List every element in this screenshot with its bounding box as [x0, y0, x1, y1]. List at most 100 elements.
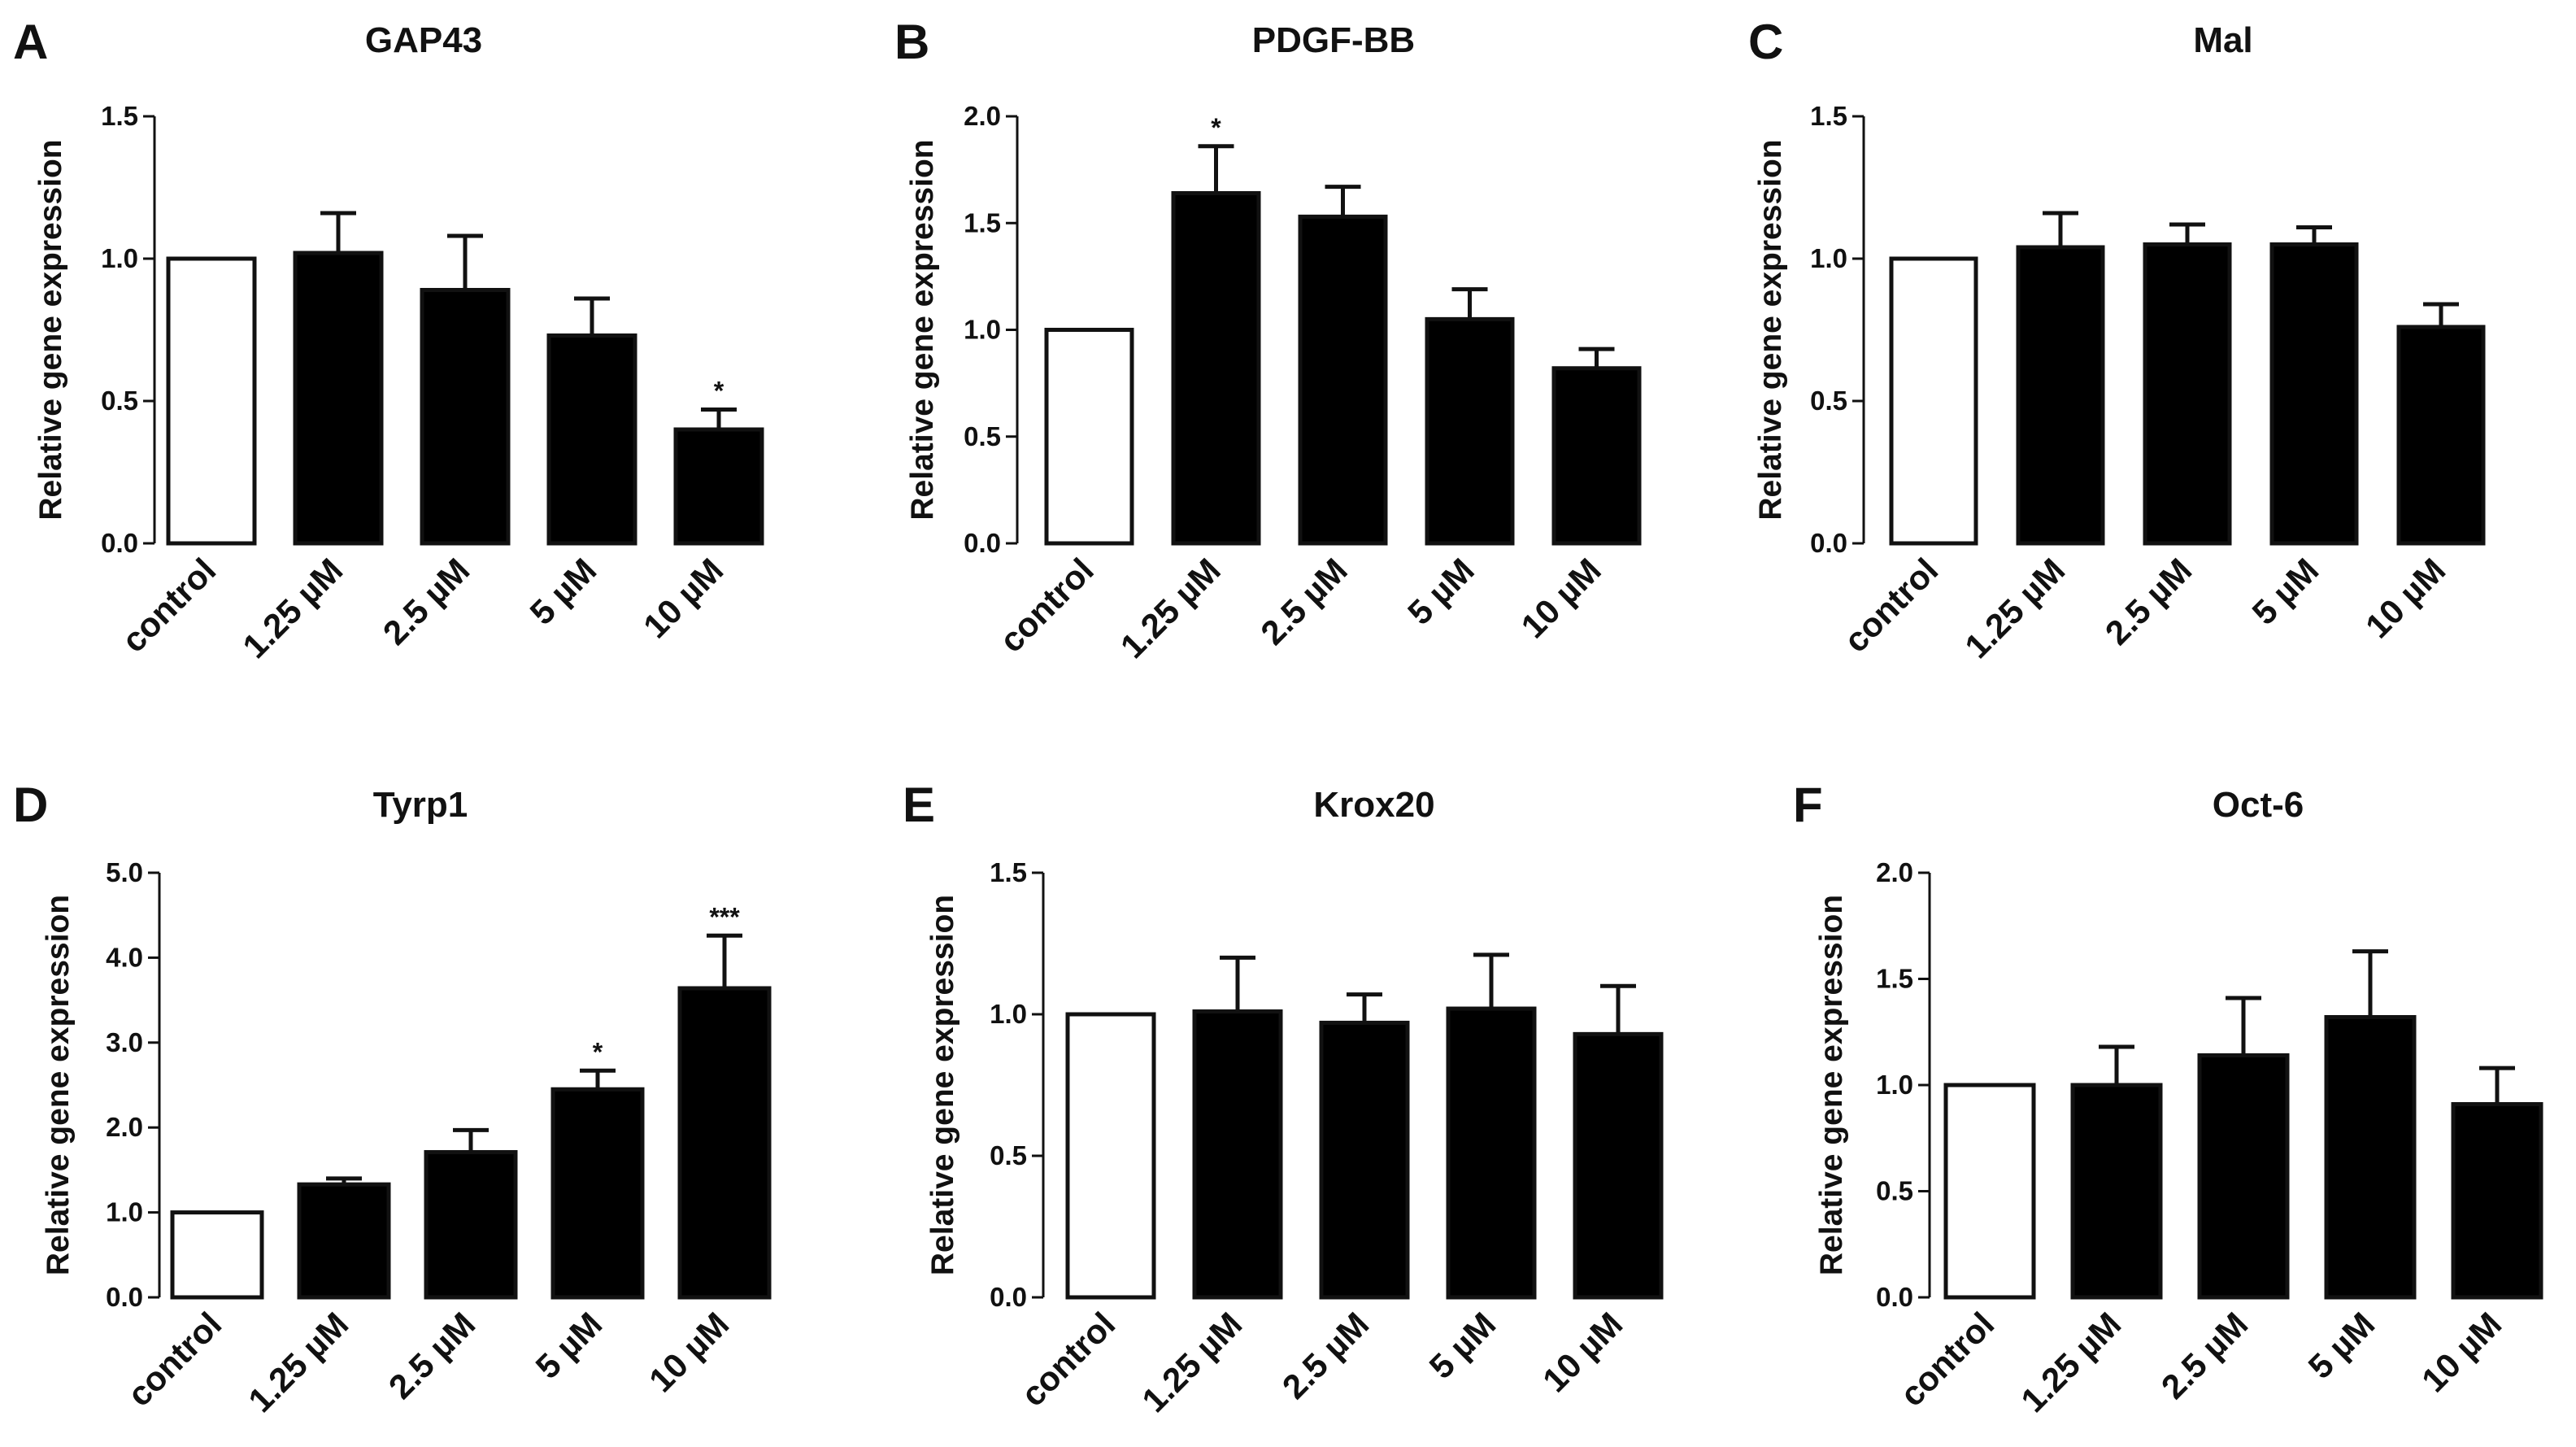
- panel-letter: D: [13, 778, 48, 832]
- x-tick-label: 5 µM: [2245, 551, 2326, 632]
- bar-treatment: [2451, 1101, 2543, 1300]
- y-tick-label: 0.5: [964, 421, 1001, 451]
- chart-title: GAP43: [365, 20, 482, 60]
- chart-title: Oct-6: [2213, 785, 2304, 825]
- bar-treatment: [2269, 242, 2359, 546]
- y-tick-label: 1.5: [990, 857, 1027, 887]
- bar-treatment: [1425, 316, 1515, 546]
- panel-c: C Mal Relative gene expression 0.0 0.5 1.0 1.5…: [1748, 15, 2486, 665]
- x-tick-label: control: [1892, 1305, 2001, 1414]
- y-tick-label: 2.0: [964, 101, 1001, 131]
- panel-letter: F: [1793, 778, 1823, 832]
- x-tick-label: 2.5 µM: [376, 551, 477, 652]
- y-tick-label: 1.0: [964, 315, 1001, 345]
- bar-treatment: [1446, 1006, 1537, 1300]
- bar-treatment: [550, 1087, 645, 1300]
- panel-e: E Krox20 Relative gene expression 0.0 0.5 1.0…: [903, 778, 1664, 1419]
- panel-b: B PDGF-BB Relative gene expression 0.0 0.5 1.…: [894, 15, 1642, 665]
- x-tick-label: control: [120, 1305, 228, 1414]
- panel-letter: B: [894, 15, 929, 69]
- bar-treatment: [2197, 1053, 2290, 1300]
- y-tick-label: 0.5: [1810, 386, 1847, 416]
- panel-letter: A: [13, 15, 48, 69]
- x-tick-label: 5 µM: [2301, 1305, 2382, 1386]
- significance-marker: *: [1211, 113, 1221, 142]
- y-tick-label: 1.5: [1810, 101, 1847, 131]
- x-tick-label: 10 µM: [642, 1305, 736, 1399]
- chart-title: Krox20: [1313, 785, 1434, 825]
- x-tick-label: control: [1836, 551, 1945, 660]
- y-tick-label: 0.0: [964, 528, 1001, 558]
- x-tick-label: control: [114, 551, 223, 660]
- panel-letter: E: [903, 778, 935, 832]
- y-tick-label: 0.0: [1810, 528, 1847, 558]
- bar-treatment: [2324, 1014, 2417, 1300]
- y-tick-label: 2.0: [106, 1112, 143, 1142]
- x-tick-label: 1.25 µM: [1134, 1305, 1249, 1419]
- x-tick-label: 5 µM: [1400, 551, 1482, 632]
- y-tick-label: 0.0: [990, 1282, 1027, 1312]
- y-tick-label: 0.5: [990, 1140, 1027, 1170]
- bar-treatment: [2143, 242, 2232, 546]
- x-tick-label: 10 µM: [636, 551, 730, 645]
- y-tick-label: 1.0: [101, 243, 138, 273]
- y-axis-label: Relative gene expression: [41, 895, 76, 1275]
- bar-treatment: [1319, 1020, 1410, 1300]
- panel-letter: C: [1748, 15, 1783, 69]
- bar-treatment: [1551, 366, 1642, 546]
- y-tick-label: 1.5: [964, 207, 1001, 238]
- significance-marker: *: [593, 1037, 603, 1066]
- panel-a: A GAP43 Relative gene expression 0.0 0.5 1.0 1…: [13, 15, 764, 665]
- x-tick-label: 1.25 µM: [235, 551, 350, 665]
- bar-treatment: [420, 288, 511, 546]
- x-tick-label: 1.25 µM: [1113, 551, 1228, 665]
- x-tick-label: 1.25 µM: [241, 1305, 355, 1419]
- bar-control: [1943, 1083, 2036, 1300]
- bar-control: [166, 256, 257, 546]
- y-axis-label: Relative gene expression: [925, 895, 960, 1275]
- x-tick-label: control: [1013, 1305, 1122, 1414]
- significance-marker: *: [714, 377, 724, 406]
- y-tick-label: 1.0: [990, 999, 1027, 1029]
- x-tick-label: 2.5 µM: [1275, 1305, 1377, 1406]
- chart-title: Tyrp1: [373, 785, 468, 825]
- y-tick-label: 1.0: [106, 1197, 143, 1227]
- bar-treatment: [1573, 1031, 1664, 1300]
- x-tick-label: 10 µM: [1535, 1305, 1630, 1399]
- y-axis-label: Relative gene expression: [1753, 139, 1788, 520]
- chart-title: PDGF-BB: [1252, 20, 1415, 60]
- bar-treatment: [424, 1149, 518, 1300]
- bar-treatment: [546, 333, 637, 546]
- panel-d: D Tyrp1 Relative gene expression 0.0 1.0 2.0 3…: [13, 778, 772, 1419]
- y-tick-label: 1.5: [1876, 964, 1913, 994]
- bar-control: [1889, 256, 1978, 546]
- x-tick-label: 10 µM: [2414, 1305, 2509, 1399]
- bar-treatment: [2396, 325, 2486, 546]
- bar-treatment: [677, 986, 772, 1300]
- x-tick-label: 5 µM: [529, 1305, 610, 1386]
- y-tick-label: 0.5: [1876, 1176, 1913, 1206]
- bar-control: [170, 1210, 264, 1300]
- y-axis-label: Relative gene expression: [33, 139, 68, 520]
- bar-treatment: [1192, 1009, 1283, 1300]
- x-tick-label: 10 µM: [2358, 551, 2452, 645]
- y-axis-label: Relative gene expression: [905, 139, 940, 520]
- x-tick-label: 2.5 µM: [2098, 551, 2200, 652]
- x-tick-label: 2.5 µM: [381, 1305, 483, 1406]
- chart-title: Mal: [2193, 20, 2252, 60]
- x-tick-label: control: [992, 551, 1101, 660]
- bar-treatment: [673, 427, 764, 546]
- bar-control: [1044, 328, 1134, 546]
- y-tick-label: 3.0: [106, 1027, 143, 1057]
- bar-treatment: [1298, 214, 1388, 546]
- y-tick-label: 0.5: [101, 386, 138, 416]
- x-tick-label: 1.25 µM: [1957, 551, 2072, 665]
- y-tick-label: 5.0: [106, 857, 143, 887]
- bar-control: [1065, 1012, 1156, 1300]
- bar-treatment: [2070, 1083, 2163, 1300]
- x-tick-label: 5 µM: [1422, 1305, 1503, 1386]
- y-tick-label: 0.0: [101, 528, 138, 558]
- y-tick-label: 1.0: [1810, 243, 1847, 273]
- bar-treatment: [2016, 245, 2105, 546]
